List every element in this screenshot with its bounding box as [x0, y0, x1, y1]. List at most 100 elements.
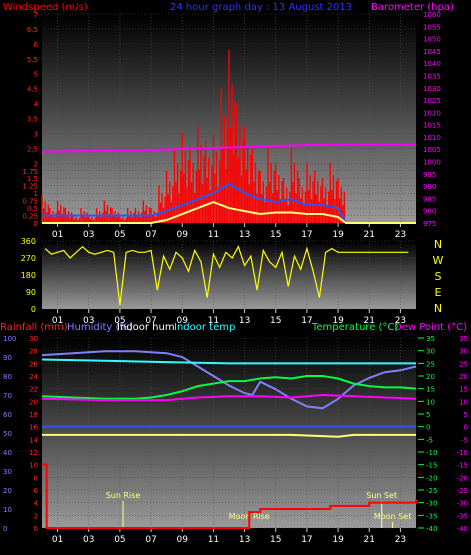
rain-tick-label: 24 [29, 373, 38, 381]
humidity-axis-label: Humidity (%) [67, 322, 133, 333]
barometer-tick-label: 990 [423, 183, 436, 191]
humidity-tick-label: 70 [3, 392, 12, 400]
dew-point-tick-label: 5 [464, 411, 468, 419]
dew-point-tick-label: -5 [461, 436, 468, 444]
temperature-tick-label: 30 [426, 348, 435, 356]
annotation-label: Moon Set [374, 512, 411, 521]
temperature-tick-label: 5 [426, 411, 430, 419]
dew-point-tick-label: -30 [457, 500, 468, 508]
humidity-tick-label: 10 [3, 506, 12, 514]
x-tick-label: 17 [301, 230, 312, 240]
humidity-tick-label: 90 [3, 354, 12, 362]
x-tick-label: 13 [239, 316, 250, 326]
rain-tick-label: 16 [29, 424, 38, 432]
temperature-tick-label: 10 [426, 398, 435, 406]
barometer-tick-label: 1020 [423, 109, 441, 117]
compass-label: E [435, 286, 442, 299]
dew-point-tick-label: 30 [459, 348, 468, 356]
direction-tick-label: 90 [26, 288, 36, 297]
climate-panel: Rainfall (mm) Humidity (%) Indoor hum In… [0, 322, 468, 545]
windspeed-tick-label: 1.75 [22, 168, 38, 176]
barometer-tick-label: 1015 [423, 122, 441, 130]
temperature-tick-label: 25 [426, 360, 435, 368]
temperature-tick-label: -10 [426, 449, 437, 457]
barometer-tick-label: 975 [423, 220, 436, 228]
rain-tick-label: 8 [34, 474, 38, 482]
dew-point-tick-label: 25 [459, 360, 468, 368]
x-tick-label: 05 [114, 535, 125, 545]
rain-tick-label: 18 [29, 411, 38, 419]
rain-tick-label: 30 [29, 335, 38, 343]
windspeed-tick-label: 1 [34, 190, 38, 198]
dew-point-tick-label: -20 [457, 474, 468, 482]
indoor_temp-line [41, 358, 416, 365]
temperature-tick-label: -35 [426, 512, 437, 520]
dew_point-line [41, 393, 417, 402]
x-tick-label: 05 [114, 230, 125, 240]
x-tick-label: 07 [145, 230, 156, 240]
graph-title: 24 hour graph day : 13 August 2013 [170, 2, 352, 13]
x-tick-label: 09 [177, 316, 189, 326]
x-tick-label: 11 [208, 535, 219, 545]
rain-tick-label: 4 [34, 500, 39, 508]
climate-series [41, 350, 417, 529]
annotation-label: Sun Rise [106, 491, 141, 500]
humidity-tick-label: 30 [3, 468, 12, 476]
dew-point-tick-label: -35 [457, 512, 468, 520]
temperature-tick-label: 15 [426, 386, 435, 394]
x-tick-label: 09 [177, 230, 189, 240]
windspeed-tick-label: 2 [34, 160, 38, 168]
x-tick-label: 07 [145, 535, 156, 545]
windspeed-tick-label: 2.5 [27, 145, 38, 153]
wind-series [41, 49, 417, 224]
dew-point-tick-label: 0 [464, 424, 468, 432]
rain-tick-label: 26 [29, 360, 38, 368]
direction-tick-label: 0 [31, 305, 36, 314]
temperature-tick-label: -25 [426, 487, 437, 495]
windspeed-tick-label: 1.25 [22, 183, 38, 191]
dew-point-tick-label: 15 [459, 386, 468, 394]
x-tick-label: 05 [114, 316, 125, 326]
barometer-tick-label: 995 [423, 171, 436, 179]
windspeed-tick-label: 4.5 [27, 86, 38, 94]
barometer-tick-label: 1060 [423, 11, 441, 19]
rain-line [42, 463, 417, 529]
dew-point-tick-label: -15 [457, 462, 468, 470]
barometer-line [41, 143, 417, 153]
windspeed-tick-label: 5 [34, 71, 38, 79]
climate-plot-area [42, 338, 416, 528]
rain-tick-label: 6 [34, 487, 39, 495]
windspeed-tick-label: 3.5 [27, 116, 38, 124]
x-tick-label: 03 [83, 316, 94, 326]
x-tick-label: 15 [270, 230, 281, 240]
windspeed-tick-label: 4 [34, 101, 39, 109]
temperature-tick-label: -15 [426, 462, 437, 470]
windspeed-tick-label: 5.5 [27, 56, 38, 64]
temperature-line [41, 375, 417, 400]
humidity-tick-label: 50 [3, 430, 12, 438]
x-tick-label: 19 [332, 230, 344, 240]
wind-low-line [42, 201, 416, 224]
wind-average-line [42, 183, 416, 224]
dew-point-tick-label: 20 [459, 373, 468, 381]
humidity-line [41, 350, 417, 410]
humidity-ticks: 0 10 20 30 40 50 60 70 80 90 100 [3, 335, 16, 533]
temperature-tick-label: 0 [426, 424, 430, 432]
direction-tick-label: 360 [21, 237, 36, 246]
compass-label: S [435, 270, 442, 283]
windspeed-tick-label: 0.25 [22, 213, 38, 221]
windspeed-axis-label: Windspeed (m/s) [3, 2, 88, 13]
barometer-tick-label: 1025 [423, 97, 441, 105]
barometer-tick-label: 1005 [423, 146, 441, 154]
x-tick-label: 23 [395, 316, 406, 326]
temperature-tick-label: -30 [426, 500, 437, 508]
humidity-tick-label: 20 [3, 487, 12, 495]
dew-point-tick-label: -40 [457, 525, 468, 533]
x-tick-label: 17 [301, 535, 312, 545]
windspeed-tick-label: 7 [34, 11, 38, 19]
indoor-hum-label: Indoor hum [117, 322, 175, 333]
rain-tick-label: 22 [29, 386, 38, 394]
humidity-tick-label: 60 [3, 411, 12, 419]
